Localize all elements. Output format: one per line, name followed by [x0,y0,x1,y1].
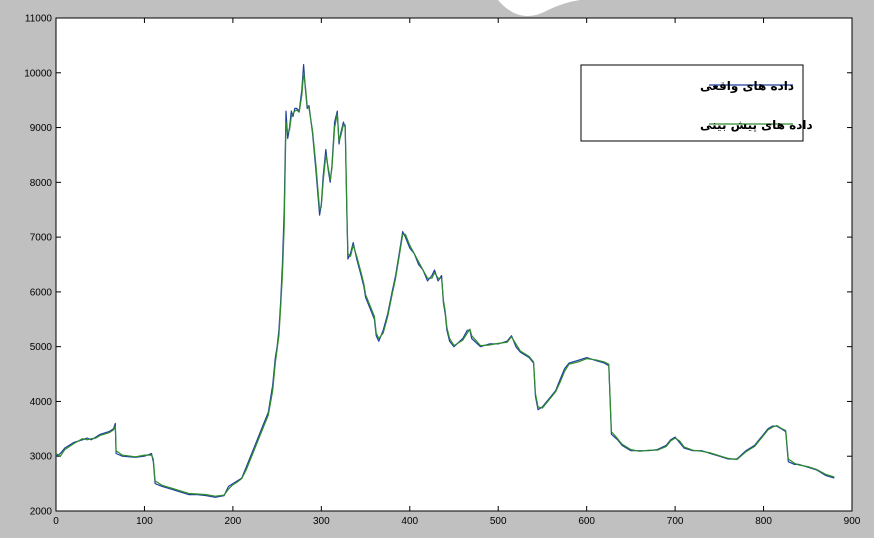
y-tick-label: 7000 [30,233,53,244]
x-tick-label: 800 [755,516,772,527]
x-tick-label: 200 [225,516,242,527]
y-tick-label: 5000 [30,342,53,353]
y-tick-label: 2000 [30,507,53,518]
y-tick-label: 11000 [25,14,53,25]
y-tick-label: 9000 [30,123,53,134]
x-tick-label: 400 [401,516,418,527]
y-axis: 2000 3000 4000 5000 6000 7000 8000 9000 10000 110… [24,14,852,518]
x-tick-label: 600 [578,516,595,527]
legend: داده های واقعی داده های پیش بینی [580,64,813,142]
y-tick-label: 3000 [30,452,53,463]
legend-label-series-2: داده های پیش بینی [700,118,813,132]
y-tick-label: 4000 [30,397,53,408]
series-layer [55,63,835,498]
watermark-shape [498,0,580,17]
y-tick-label: 8000 [30,178,53,189]
x-tick-label: 700 [667,516,684,527]
legend-box [580,64,804,142]
x-axis: 0 100 200 300 400 500 600 700 800 900 [53,18,861,527]
x-tick-label: 100 [136,516,153,527]
x-tick-label: 900 [844,516,861,527]
y-tick-label: 10000 [24,68,52,79]
x-tick-label: 300 [313,516,330,527]
series-line-2 [55,72,835,497]
x-tick-label: 500 [490,516,507,527]
x-tick-label: 0 [53,516,59,527]
y-tick-label: 6000 [30,287,53,298]
legend-label-series-1: داده های واقعی [700,79,794,94]
